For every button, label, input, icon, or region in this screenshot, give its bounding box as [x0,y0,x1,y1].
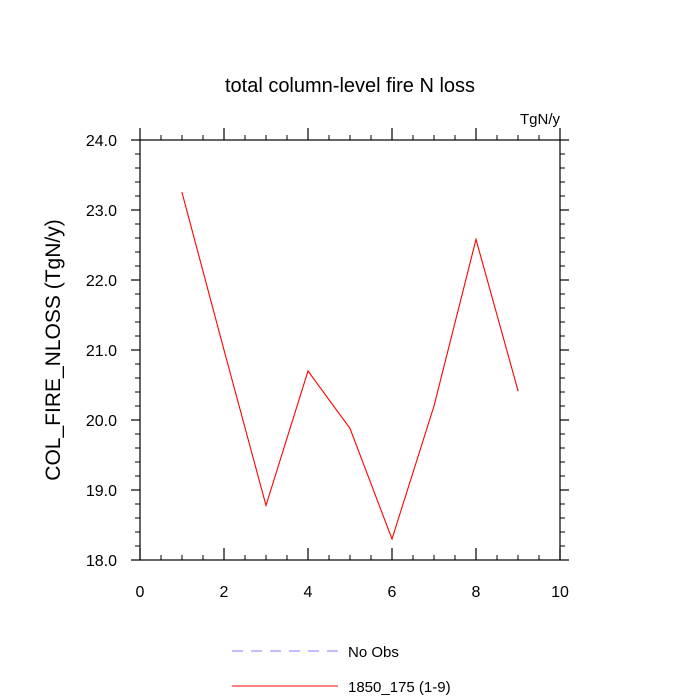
series-line [181,192,519,541]
y-tick-label: 22.0 [86,273,117,290]
plot-frame [139,139,561,561]
data-point [391,538,393,540]
data-point [265,504,267,506]
x-tick-label: 8 [472,584,481,601]
data-point [223,349,225,351]
legend: No Obs 1850_175 (1-9) [232,644,451,696]
data-point [181,191,183,194]
y-tick-label: 21.0 [86,343,117,360]
y-tick-label: 23.0 [86,203,117,220]
units-label: TgN/y [520,111,561,128]
legend-label: No Obs [348,644,399,661]
x-tick-label: 4 [304,584,313,601]
y-tick-label: 20.0 [86,413,117,430]
y-tick-label: 19.0 [86,483,117,500]
x-tick-label: 0 [136,584,145,601]
x-tick-label: 6 [388,584,397,601]
y-axis-label: COL_FIRE_NLOSS (TgN/y) [42,219,65,480]
series-group [181,191,519,541]
data-point [475,238,477,240]
chart-title: total column-level fire N loss [225,75,475,97]
axis-tick-labels: 0 2 4 6 8 10 18.0 19.0 20.0 21.0 22.0 23.0 24.0 [86,133,569,601]
x-tick-label: 2 [220,584,229,601]
axis-ticks [131,128,569,561]
y-tick-label: 18.0 [86,553,117,570]
data-point [433,405,435,407]
x-tick-label: 10 [551,584,569,601]
data-point [349,427,351,429]
y-tick-label: 24.0 [86,133,117,150]
data-point [307,370,309,372]
data-point [517,390,519,392]
legend-label: 1850_175 (1-9) [348,679,451,696]
